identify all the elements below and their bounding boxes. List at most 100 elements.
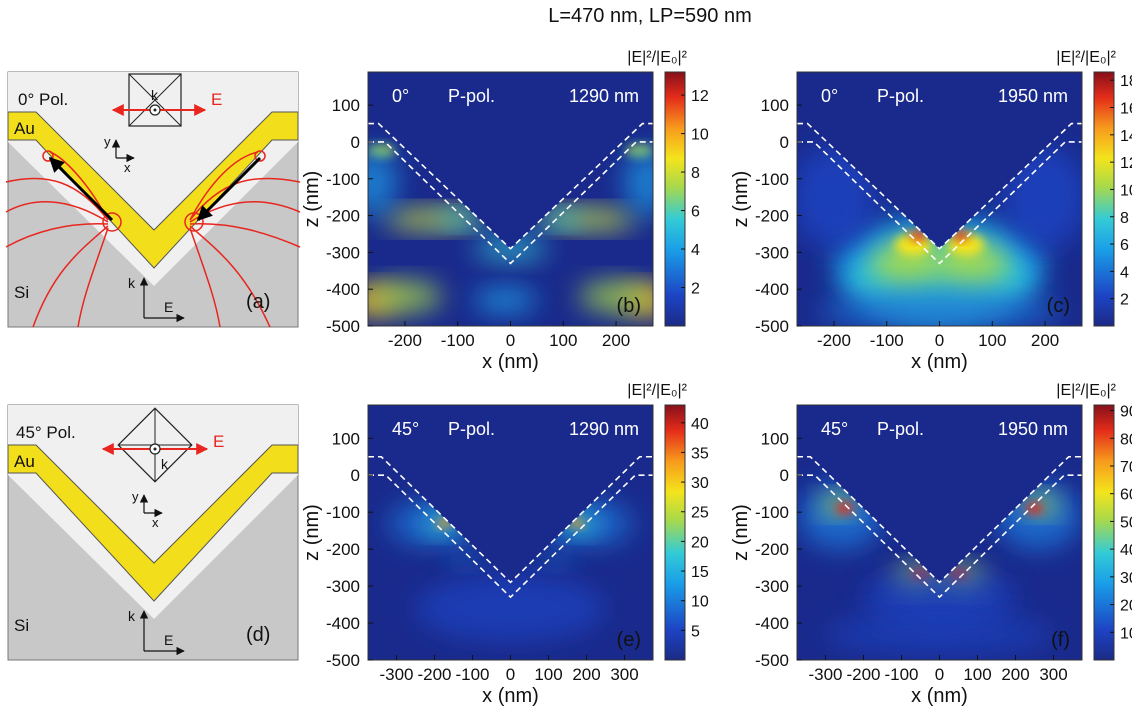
angle-label: 0° <box>821 86 838 106</box>
svg-text:E: E <box>164 632 173 648</box>
colorbar-tick-label: 12 <box>691 88 709 105</box>
gold-label: Au <box>14 452 35 471</box>
x-tick-label: 200 <box>1031 331 1059 350</box>
colorbar-tick-label: 18 <box>1120 73 1132 90</box>
diagram-d: 45° Pol. Au Si (d) k E y x k E <box>7 404 299 661</box>
pol-label: P-pol. <box>448 86 495 106</box>
colorbar <box>664 404 686 661</box>
air-region <box>797 405 1082 583</box>
field-hotspot <box>540 547 572 566</box>
z-axis-label: z (nm) <box>730 171 752 228</box>
colorbar-tick-label: 25 <box>691 505 709 522</box>
colorbar-tick-label: 10 <box>1120 625 1132 642</box>
wavelength-label: 1290 nm <box>569 86 639 106</box>
polarization-label: 0° Pol. <box>18 90 68 109</box>
panel-label: (c) <box>1047 295 1070 317</box>
field-hotspot <box>623 149 653 216</box>
svg-text:E: E <box>211 90 222 109</box>
colorbar-tick-label: 10 <box>691 127 709 144</box>
colorbar-tick-label: 14 <box>1120 128 1132 145</box>
colorbar-tick-label: 2 <box>1120 292 1129 309</box>
x-tick-label: -200 <box>388 331 422 350</box>
colorbar-tick-label: 4 <box>1120 264 1129 281</box>
colorbar-tick-label: 30 <box>1120 570 1132 587</box>
x-tick-label: 300 <box>1039 665 1067 684</box>
z-axis-label: z (nm) <box>301 171 323 228</box>
z-tick-label: -300 <box>326 577 360 596</box>
svg-text:k: k <box>161 456 169 472</box>
pol-label: P-pol. <box>877 86 924 106</box>
svg-text:k: k <box>151 87 159 103</box>
colorbar-tick-label: 2 <box>691 281 700 298</box>
svg-text:y: y <box>132 489 139 504</box>
colorbar-tick-label: 15 <box>691 564 709 581</box>
z-tick-label: -200 <box>755 207 789 226</box>
x-axis-label: x (nm) <box>482 351 539 373</box>
field-hotspot <box>836 502 853 515</box>
colorbar-label: |E|²/|E₀|² <box>1056 382 1116 399</box>
field-hotspot <box>579 281 653 313</box>
gold-lower-boundary <box>797 474 1082 599</box>
gold-label: Au <box>14 119 35 138</box>
colorbar-tick-label: 10 <box>691 594 709 611</box>
field-hotspot <box>415 575 606 642</box>
colorbar-tick-label: 40 <box>1120 542 1132 559</box>
x-tick-label: -300 <box>808 665 842 684</box>
diagram-a: 0° Pol. Au Si (a) k E y x k E <box>5 71 301 328</box>
heatmap-panel-e: 45° P-pol. 1290 nm(e)-300 -200 -100 0 100 200 30… <box>301 382 709 707</box>
gold-lower-boundary <box>797 141 1082 265</box>
z-tick-label: -100 <box>326 503 360 522</box>
z-tick-label: 100 <box>332 429 360 448</box>
z-tick-label: -300 <box>755 577 789 596</box>
z-axis-label: z (nm) <box>301 504 323 561</box>
z-tick-label: -300 <box>326 243 360 262</box>
z-tick-label: 0 <box>351 133 360 152</box>
x-tick-label: 100 <box>534 665 562 684</box>
gold-upper-boundary <box>368 122 653 250</box>
svg-text:k: k <box>128 275 136 291</box>
z-tick-label: -400 <box>326 280 360 299</box>
field-hotspot <box>449 547 481 566</box>
svg-text:k: k <box>128 608 136 624</box>
colorbar-tick-label: 4 <box>691 242 700 259</box>
pol-label: P-pol. <box>877 419 924 439</box>
field-hotspot <box>439 211 482 228</box>
figure-header: L=470 nm, LP=590 nm <box>548 5 751 27</box>
gold-upper-boundary <box>797 122 1082 250</box>
colorbar-tick-label: 60 <box>1120 487 1132 504</box>
x-tick-label: -100 <box>870 331 904 350</box>
panel-label: (a) <box>246 291 270 313</box>
colorbar-tick-label: 8 <box>691 165 700 182</box>
panel-label: (b) <box>617 295 641 317</box>
colorbar-tick-label: 35 <box>691 445 709 462</box>
x-tick-label: 200 <box>572 665 600 684</box>
gold-upper-boundary <box>368 455 653 584</box>
silicon-label: Si <box>14 616 29 635</box>
z-tick-label: -400 <box>755 280 789 299</box>
colorbar <box>1093 71 1115 327</box>
air-region <box>368 405 653 583</box>
x-tick-label: -200 <box>817 331 851 350</box>
x-tick-label: 0 <box>935 665 944 684</box>
x-tick-label: 100 <box>963 665 991 684</box>
colorbar-label: |E|²/|E₀|² <box>627 49 687 66</box>
x-tick-label: -100 <box>441 331 475 350</box>
colorbar-label: |E|²/|E₀|² <box>627 382 687 399</box>
colorbar-tick-label: 8 <box>1120 210 1129 227</box>
colorbar <box>1093 404 1115 661</box>
z-tick-label: -400 <box>326 614 360 633</box>
field-hotspot <box>825 611 1054 657</box>
z-tick-label: 0 <box>780 466 789 485</box>
z-tick-label: 100 <box>761 429 789 448</box>
x-tick-label: 100 <box>549 331 577 350</box>
z-tick-label: -100 <box>755 503 789 522</box>
polarization-label: 45° Pol. <box>16 423 76 442</box>
x-tick-label: -200 <box>417 665 451 684</box>
field-hotspot <box>473 287 537 314</box>
x-axis-label: x (nm) <box>911 351 968 373</box>
colorbar-tick-label: 16 <box>1120 101 1132 118</box>
wavelength-label: 1950 nm <box>998 419 1068 439</box>
